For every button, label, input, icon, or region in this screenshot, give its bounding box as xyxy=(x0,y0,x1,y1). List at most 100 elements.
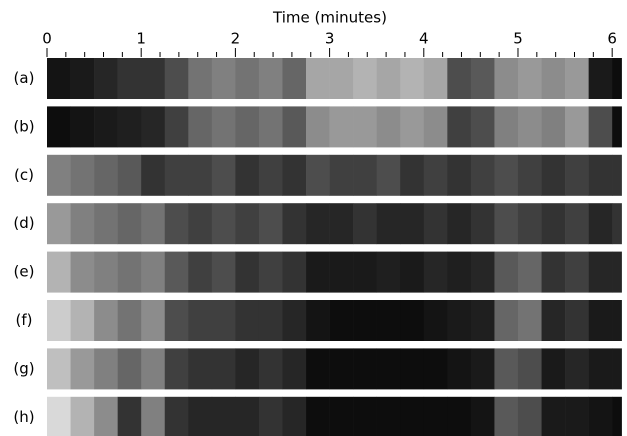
intensity-cell xyxy=(423,154,448,196)
intensity-cell xyxy=(282,154,307,196)
intensity-cell xyxy=(188,203,213,245)
intensity-cell xyxy=(141,396,166,436)
x-tick-label: 2 xyxy=(231,30,241,48)
intensity-cell xyxy=(612,396,622,436)
intensity-cell xyxy=(400,106,425,148)
intensity-cell xyxy=(211,58,236,99)
intensity-cell xyxy=(70,106,95,148)
x-tick-label: 3 xyxy=(325,30,335,48)
intensity-cell xyxy=(306,251,330,293)
intensity-cell xyxy=(211,348,236,390)
intensity-cell xyxy=(235,106,260,148)
intensity-cell xyxy=(400,396,425,436)
intensity-cell xyxy=(447,396,472,436)
intensity-cell xyxy=(164,396,189,436)
intensity-cell xyxy=(470,203,495,245)
x-tick-label: 4 xyxy=(419,30,429,48)
intensity-cell xyxy=(94,348,118,390)
intensity-cell xyxy=(47,251,71,293)
intensity-cell xyxy=(141,251,166,293)
intensity-cell xyxy=(612,348,622,390)
intensity-cell xyxy=(164,58,189,99)
row-label: (e) xyxy=(14,263,35,281)
intensity-cell xyxy=(306,396,330,436)
intensity-cell xyxy=(164,154,189,196)
intensity-cell xyxy=(306,300,330,341)
intensity-cell xyxy=(211,251,236,293)
intensity-cell xyxy=(258,251,283,293)
intensity-cell xyxy=(423,106,448,148)
intensity-cell xyxy=(164,300,189,341)
intensity-cell xyxy=(94,300,118,341)
intensity-cell xyxy=(470,300,495,341)
intensity-cell xyxy=(329,396,354,436)
intensity-cell xyxy=(470,251,495,293)
x-tick-label: 1 xyxy=(136,30,146,48)
intensity-cell xyxy=(329,251,354,293)
intensity-cell xyxy=(447,300,472,341)
row-label: (g) xyxy=(13,359,34,377)
intensity-cell xyxy=(612,154,622,196)
row-label: (d) xyxy=(13,214,34,232)
intensity-cell xyxy=(447,348,472,390)
intensity-cell xyxy=(353,203,377,245)
intensity-cell xyxy=(258,58,283,99)
intensity-cell xyxy=(70,396,95,436)
intensity-cell xyxy=(306,106,330,148)
intensity-cell xyxy=(94,58,118,99)
intensity-cell xyxy=(400,348,425,390)
intensity-cell xyxy=(376,251,401,293)
intensity-cell xyxy=(400,203,425,245)
intensity-cell xyxy=(70,251,95,293)
intensity-cell xyxy=(517,154,542,196)
intensity-cell xyxy=(70,300,95,341)
intensity-cell xyxy=(141,300,166,341)
intensity-cell xyxy=(282,348,307,390)
intensity-cell xyxy=(400,300,425,341)
intensity-cell xyxy=(494,154,519,196)
row-label: (b) xyxy=(13,117,34,135)
intensity-cell xyxy=(565,58,589,99)
intensity-cell xyxy=(494,396,519,436)
intensity-cell xyxy=(588,251,613,293)
intensity-cell xyxy=(470,154,495,196)
intensity-cell xyxy=(353,396,377,436)
intensity-cell xyxy=(164,203,189,245)
intensity-cell xyxy=(188,251,213,293)
intensity-cell xyxy=(141,58,166,99)
intensity-cell xyxy=(70,203,95,245)
intensity-cell xyxy=(541,348,566,390)
intensity-cell xyxy=(517,203,542,245)
intensity-cell xyxy=(117,396,142,436)
intensity-cell xyxy=(565,396,589,436)
row-label: (a) xyxy=(14,69,35,87)
intensity-cell xyxy=(353,348,377,390)
intensity-cell xyxy=(423,251,448,293)
intensity-cell xyxy=(423,396,448,436)
intensity-cell xyxy=(376,106,401,148)
intensity-cell xyxy=(470,106,495,148)
intensity-cell xyxy=(565,154,589,196)
intensity-cell xyxy=(47,106,71,148)
intensity-cell xyxy=(47,154,71,196)
intensity-cell xyxy=(541,300,566,341)
intensity-cell xyxy=(329,300,354,341)
intensity-cell xyxy=(565,203,589,245)
intensity-cell xyxy=(541,396,566,436)
intensity-cell xyxy=(258,154,283,196)
intensity-cell xyxy=(376,348,401,390)
intensity-cell xyxy=(612,58,622,99)
intensity-cell xyxy=(376,300,401,341)
x-axis-label: Time (minutes) xyxy=(272,9,387,27)
intensity-cell xyxy=(47,58,71,99)
intensity-cell xyxy=(447,251,472,293)
intensity-cell xyxy=(565,348,589,390)
intensity-cell xyxy=(588,154,613,196)
intensity-cell xyxy=(235,154,260,196)
intensity-cell xyxy=(258,203,283,245)
intensity-cell xyxy=(188,300,213,341)
intensity-cell xyxy=(94,106,118,148)
intensity-cell xyxy=(329,203,354,245)
intensity-cell xyxy=(188,348,213,390)
intensity-cell xyxy=(565,106,589,148)
